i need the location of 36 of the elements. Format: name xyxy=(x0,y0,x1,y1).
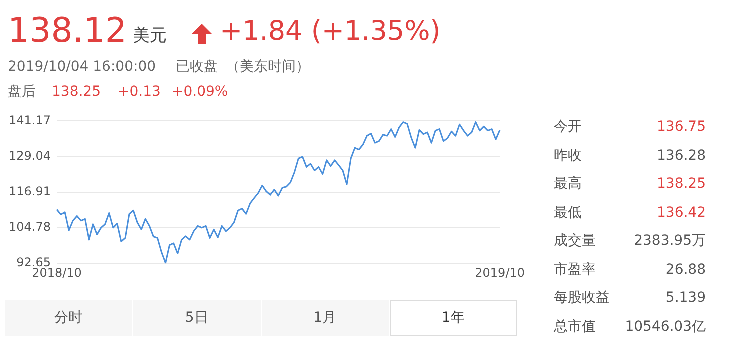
text: 分时 xyxy=(5,300,132,336)
text: 138.25 xyxy=(657,176,706,192)
text: 1年 xyxy=(390,300,517,336)
text: 26.88 xyxy=(666,262,706,278)
y-tick-label: 116.91 xyxy=(9,184,51,199)
text: 5日 xyxy=(133,300,260,336)
text: 美元 xyxy=(133,26,167,46)
text: 盘后 xyxy=(8,84,36,100)
text: 5.139 xyxy=(666,290,706,306)
text: 最高 xyxy=(554,176,582,192)
x-tick-label: 2018/10 xyxy=(32,266,82,280)
text: +0.09% xyxy=(172,84,228,100)
text: 成交量 xyxy=(554,233,596,249)
text: 市盈率 xyxy=(554,262,596,278)
text: +1.84 (+1.35%) xyxy=(220,16,441,47)
text: （美东时间） xyxy=(226,59,310,75)
y-tick-label: 129.04 xyxy=(9,148,51,163)
text: 136.28 xyxy=(657,148,706,164)
text: 138.25 xyxy=(52,84,101,100)
text: 136.42 xyxy=(657,204,706,220)
text: 2383.95万 xyxy=(634,233,706,249)
x-tick-label: 2019/10 xyxy=(475,266,526,280)
text: 136.75 xyxy=(657,119,706,135)
text: 总市值 xyxy=(554,318,596,334)
text: 今开 xyxy=(554,119,582,135)
y-tick-label: 141.17 xyxy=(9,113,51,128)
text: 最低 xyxy=(554,204,582,220)
y-tick-label: 104.78 xyxy=(9,220,51,234)
text: 1月 xyxy=(262,300,389,336)
text: 10546.03亿 xyxy=(625,318,706,334)
text: 已收盘 xyxy=(176,59,218,75)
text: 昨收 xyxy=(554,148,582,164)
text: 每股收益 xyxy=(554,290,610,306)
text: 138.12 xyxy=(8,11,127,51)
text: +0.13 xyxy=(118,84,161,100)
text: 2019/10/04 16:00:00 xyxy=(8,59,156,75)
